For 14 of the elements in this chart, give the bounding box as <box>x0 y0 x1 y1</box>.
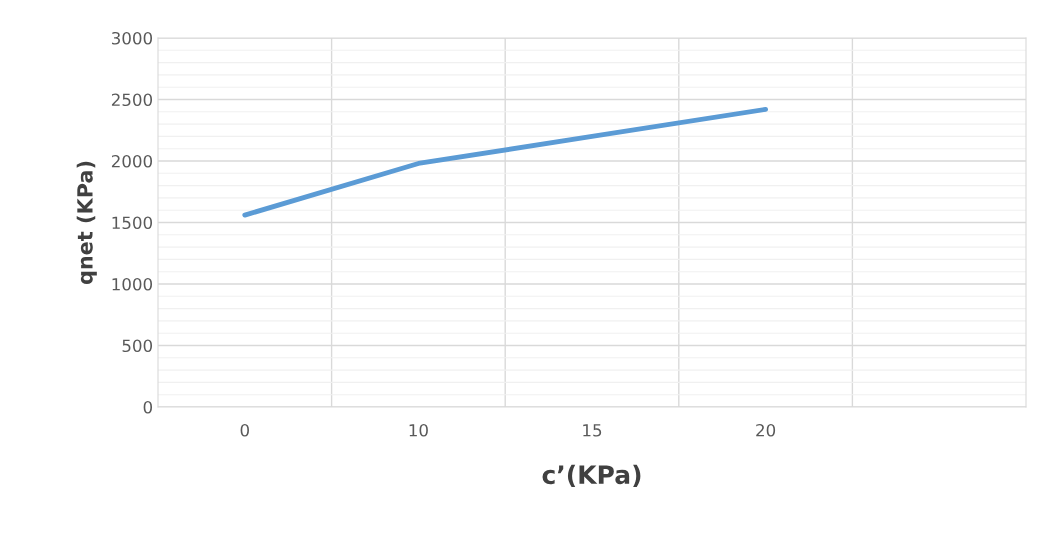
x-tick-label: 10 <box>409 423 428 437</box>
line-series <box>242 106 769 218</box>
y-axis-title: qnet (KPa) <box>76 161 97 285</box>
y-tick-label: 3000 <box>111 31 153 45</box>
y-tick-label: 1500 <box>112 216 153 230</box>
x-tick-label: 0 <box>240 423 249 437</box>
x-axis-title: c’(KPa) <box>542 464 641 488</box>
y-tick-label: 500 <box>122 339 153 353</box>
x-tick-label: 20 <box>756 423 776 437</box>
y-tick-label: 2000 <box>111 154 153 168</box>
x-tick-label: 15 <box>583 424 602 437</box>
y-tick-label: 0 <box>143 400 153 414</box>
y-tick-label: 1000 <box>112 277 153 291</box>
y-tick-label: 2500 <box>111 93 153 107</box>
